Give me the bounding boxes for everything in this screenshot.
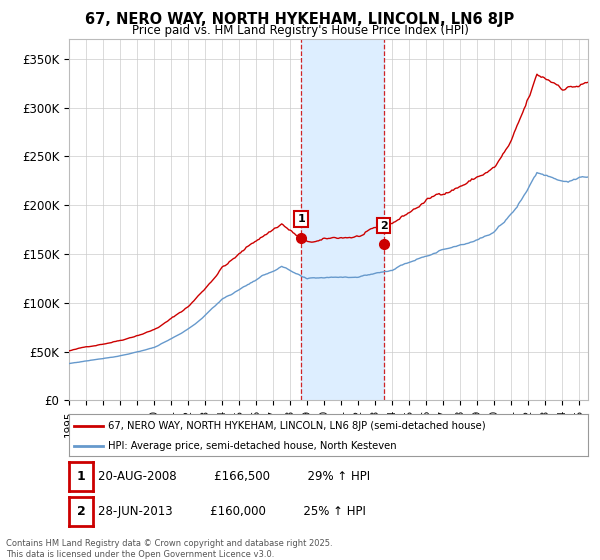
Text: 67, NERO WAY, NORTH HYKEHAM, LINCOLN, LN6 8JP (semi-detached house): 67, NERO WAY, NORTH HYKEHAM, LINCOLN, LN… xyxy=(108,421,485,431)
Text: HPI: Average price, semi-detached house, North Kesteven: HPI: Average price, semi-detached house,… xyxy=(108,441,397,451)
Text: 67, NERO WAY, NORTH HYKEHAM, LINCOLN, LN6 8JP: 67, NERO WAY, NORTH HYKEHAM, LINCOLN, LN… xyxy=(85,12,515,27)
Text: 20-AUG-2008          £166,500          29% ↑ HPI: 20-AUG-2008 £166,500 29% ↑ HPI xyxy=(98,470,370,483)
Text: 2: 2 xyxy=(77,505,85,518)
Text: Price paid vs. HM Land Registry's House Price Index (HPI): Price paid vs. HM Land Registry's House … xyxy=(131,24,469,36)
Text: 1: 1 xyxy=(77,470,85,483)
Text: 2: 2 xyxy=(380,221,388,231)
Bar xyxy=(301,39,383,400)
Text: Contains HM Land Registry data © Crown copyright and database right 2025.
This d: Contains HM Land Registry data © Crown c… xyxy=(6,539,332,559)
Text: 28-JUN-2013          £160,000          25% ↑ HPI: 28-JUN-2013 £160,000 25% ↑ HPI xyxy=(98,505,365,518)
Text: 1: 1 xyxy=(297,214,305,224)
